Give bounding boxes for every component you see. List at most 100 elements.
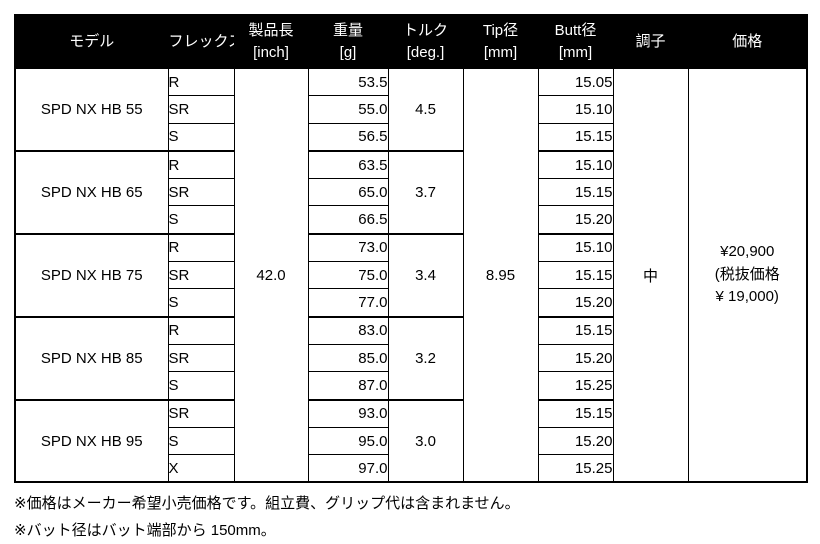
weight-cell: 97.0 (307, 454, 389, 483)
col-header-flex: フレックス (167, 14, 235, 69)
header-row: モデル フレックス 製品長 [inch] 重量 [g] トルク [deg.] Tip径… (14, 14, 808, 69)
col-header-torque-unit: [deg.] (406, 44, 445, 61)
weight-cell: 77.0 (307, 288, 389, 318)
price-line: (税抜価格 (714, 265, 780, 283)
weight-cell: 53.5 (307, 67, 389, 97)
shaft-spec-table: モデル フレックス 製品長 [inch] 重量 [g] トルク [deg.] Tip径… (14, 14, 808, 484)
footnote-price: ※価格はメーカー希望小売価格です。組立費、グリップ代は含まれません。 (14, 495, 520, 513)
model-cell: SPD NX HB 55 (14, 67, 169, 152)
torque-cell: 3.4 (387, 232, 464, 318)
table-row: SPD NX HB 95 SR 93.0 3.0 15.15 (14, 398, 807, 483)
kickpoint-cell: 中 (612, 68, 689, 483)
table-row: SR 55.0 15.10 (15, 95, 807, 124)
butt-diameter-cell: 15.20 (537, 343, 614, 373)
col-header-tip-unit: [mm] (483, 44, 518, 61)
butt-diameter-cell: 15.20 (537, 288, 614, 318)
col-header-torque-label: トルク (402, 22, 448, 40)
table-row: S 77.0 15.20 (15, 288, 807, 318)
flex-cell: R (167, 149, 235, 180)
model-cell: SPD NX HB 75 (14, 232, 169, 318)
col-header-length-unit: [inch] (253, 44, 289, 61)
col-header-price-label: 価格 (732, 33, 763, 51)
torque-cell: 3.0 (387, 398, 464, 483)
torque-cell: 4.5 (387, 67, 464, 152)
col-header-kickpoint-label: 調子 (635, 33, 666, 51)
torque-cell: 3.7 (387, 149, 464, 235)
col-header-price: 価格 (687, 14, 808, 69)
butt-diameter-cell: 15.15 (537, 315, 614, 345)
flex-cell: R (167, 315, 235, 345)
weight-cell: 83.0 (307, 315, 389, 345)
col-header-weight-unit: [g] (339, 44, 357, 61)
weight-cell: 87.0 (307, 371, 389, 401)
col-header-model: モデル (14, 14, 169, 69)
butt-diameter-cell: 15.15 (537, 398, 614, 428)
weight-cell: 75.0 (307, 261, 389, 290)
flex-cell: SR (167, 178, 235, 207)
flex-cell: SR (167, 398, 235, 428)
table-row: X 97.0 15.25 (15, 454, 807, 483)
col-header-model-label: モデル (69, 33, 115, 51)
butt-diameter-cell: 15.20 (537, 426, 614, 456)
price-line: ¥20,900 (720, 243, 775, 261)
col-header-tip-label: Tip径 (482, 22, 519, 40)
col-header-butt: Butt径 [mm] (537, 14, 614, 69)
butt-diameter-cell: 15.20 (537, 205, 614, 235)
table-row: SPD NX HB 75 R 73.0 3.4 15.10 (14, 232, 807, 318)
col-header-length: 製品長 [inch] (233, 14, 309, 69)
flex-cell: SR (167, 95, 235, 124)
weight-cell: 63.5 (307, 149, 389, 180)
model-cell: SPD NX HB 65 (14, 149, 169, 235)
flex-cell: SR (167, 261, 235, 290)
flex-cell: X (167, 454, 235, 483)
col-header-flex-label: フレックス (168, 33, 233, 51)
footnote-butt-diameter: ※バット径はバット端部から 150mm。 (14, 521, 276, 539)
col-header-butt-label: Butt径 (554, 22, 597, 40)
flex-cell: S (167, 426, 235, 456)
flex-cell: S (167, 205, 235, 235)
table-row: S 56.5 15.15 (15, 122, 807, 152)
table-row: SR 65.0 15.15 (15, 178, 807, 207)
model-cell: SPD NX HB 85 (14, 315, 169, 401)
butt-diameter-cell: 15.15 (537, 122, 614, 152)
col-header-torque: トルク [deg.] (387, 14, 464, 69)
weight-cell: 93.0 (307, 398, 389, 428)
col-header-length-label: 製品長 (248, 22, 294, 40)
weight-cell: 55.0 (307, 95, 389, 124)
col-header-weight: 重量 [g] (307, 14, 389, 69)
length-cell: 42.0 (233, 68, 309, 483)
weight-cell: 95.0 (307, 426, 389, 456)
table-row: SR 75.0 15.15 (15, 261, 807, 290)
col-header-kickpoint: 調子 (612, 14, 689, 69)
price-cell: ¥20,900 (税抜価格 ¥ 19,000) (687, 68, 808, 483)
flex-cell: S (167, 122, 235, 152)
butt-diameter-cell: 15.10 (537, 232, 614, 263)
flex-cell: R (167, 232, 235, 263)
flex-cell: SR (167, 343, 235, 373)
col-header-tip: Tip径 [mm] (462, 14, 539, 69)
flex-cell: R (167, 67, 235, 97)
table-row: SPD NX HB 65 R 63.5 3.7 15.10 (14, 149, 807, 235)
price-line: ¥ 19,000) (715, 288, 779, 306)
butt-diameter-cell: 15.25 (537, 454, 614, 483)
table-row: S 66.5 15.20 (15, 205, 807, 235)
weight-cell: 66.5 (307, 205, 389, 235)
weight-cell: 56.5 (307, 122, 389, 152)
weight-cell: 73.0 (307, 232, 389, 263)
table-row: S 87.0 15.25 (15, 371, 807, 401)
butt-diameter-cell: 15.15 (537, 261, 614, 290)
table-row: SPD NX HB 85 R 83.0 3.2 15.15 (14, 315, 807, 401)
butt-diameter-cell: 15.10 (537, 149, 614, 180)
torque-cell: 3.2 (387, 315, 464, 401)
table-row: SR 85.0 15.20 (15, 343, 807, 373)
col-header-butt-unit: [mm] (558, 44, 593, 61)
page: モデル フレックス 製品長 [inch] 重量 [g] トルク [deg.] Tip径… (14, 14, 808, 539)
butt-diameter-cell: 15.15 (537, 178, 614, 207)
flex-cell: S (167, 288, 235, 318)
model-cell: SPD NX HB 95 (14, 398, 169, 483)
tip-diameter-cell: 8.95 (462, 68, 539, 483)
table-row: SPD NX HB 55 R 42.0 53.5 4.5 8.95 15.05 … (14, 67, 808, 483)
weight-cell: 65.0 (307, 178, 389, 207)
col-header-weight-label: 重量 (332, 22, 363, 40)
butt-diameter-cell: 15.25 (537, 371, 614, 401)
